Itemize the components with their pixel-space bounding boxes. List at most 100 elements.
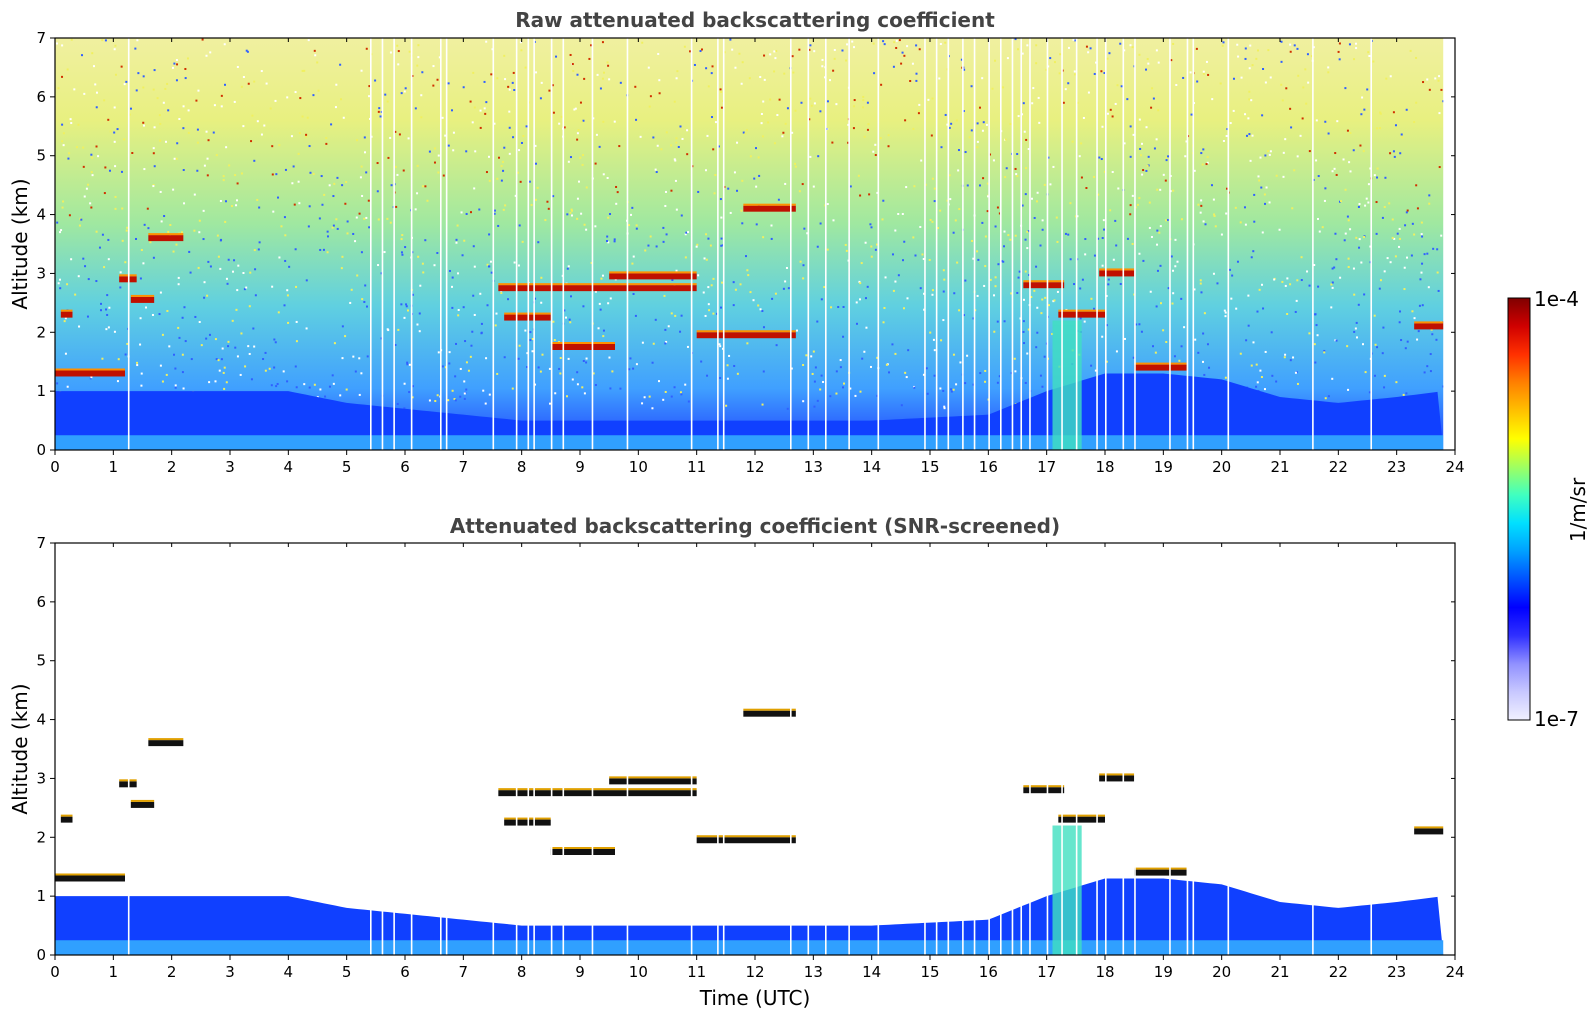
noise-pixel <box>184 340 187 343</box>
noise-pixel <box>240 85 243 88</box>
noise-pixel <box>1361 96 1364 99</box>
missing-data-line <box>550 543 553 955</box>
noise-pixel <box>437 171 440 174</box>
noise-pixel <box>479 292 482 295</box>
noise-pixel <box>864 241 867 244</box>
noise-pixel <box>578 180 581 183</box>
noise-pixel <box>1036 331 1039 334</box>
noise-pixel <box>729 211 732 214</box>
noise-pixel <box>972 317 975 320</box>
noise-pixel <box>1415 56 1418 59</box>
noise-pixel <box>1428 88 1431 91</box>
noise-pixel <box>895 46 898 49</box>
noise-pixel <box>1267 149 1270 152</box>
noise-pixel <box>1418 304 1421 307</box>
noise-pixel <box>880 83 883 86</box>
noise-pixel <box>1052 300 1055 303</box>
noise-pixel <box>1348 43 1351 46</box>
noise-pixel <box>1106 112 1109 115</box>
noise-pixel <box>576 73 579 76</box>
noise-pixel <box>346 232 349 235</box>
noise-pixel <box>457 309 460 312</box>
noise-pixel <box>472 294 475 297</box>
noise-pixel <box>697 274 700 277</box>
noise-pixel <box>1421 235 1424 238</box>
noise-pixel <box>870 226 873 229</box>
noise-pixel <box>583 77 586 80</box>
noise-pixel <box>1239 221 1242 224</box>
x-tick-label: 21 <box>1270 458 1289 476</box>
noise-pixel <box>1417 330 1420 333</box>
noise-pixel <box>920 159 923 162</box>
noise-pixel <box>386 100 389 103</box>
noise-pixel <box>997 263 1000 266</box>
noise-pixel <box>1403 266 1406 269</box>
noise-pixel <box>1138 53 1141 56</box>
noise-pixel <box>151 313 154 316</box>
noise-pixel <box>706 134 709 137</box>
noise-pixel <box>679 330 682 333</box>
noise-pixel <box>504 204 507 207</box>
noise-pixel <box>1146 164 1149 167</box>
noise-pixel <box>752 299 755 302</box>
noise-pixel <box>582 305 585 308</box>
noise-pixel <box>774 57 777 60</box>
noise-pixel <box>1052 165 1055 168</box>
noise-pixel <box>1084 253 1087 256</box>
noise-pixel <box>82 257 85 260</box>
noise-pixel <box>247 82 250 85</box>
noise-pixel <box>1406 209 1409 212</box>
noise-pixel <box>769 53 772 56</box>
noise-pixel <box>1349 228 1352 231</box>
noise-pixel <box>172 188 175 191</box>
noise-pixel <box>501 160 504 163</box>
noise-pixel <box>641 341 644 344</box>
noise-pixel <box>1009 238 1012 241</box>
x-tick-label: 18 <box>1095 458 1114 476</box>
noise-pixel <box>1346 215 1349 218</box>
noise-pixel <box>524 66 527 69</box>
noise-pixel <box>1251 134 1254 137</box>
noise-pixel <box>740 209 743 212</box>
noise-pixel <box>406 309 409 312</box>
noise-pixel <box>220 105 223 108</box>
noise-pixel <box>1347 388 1350 391</box>
noise-pixel <box>534 162 537 165</box>
x-tick-label: 1 <box>109 458 119 476</box>
noise-pixel <box>1132 133 1135 136</box>
noise-pixel <box>222 371 225 374</box>
noise-pixel <box>887 134 890 137</box>
noise-pixel <box>579 101 582 104</box>
noise-pixel <box>1202 332 1205 335</box>
missing-data-line <box>973 38 976 450</box>
missing-data-line <box>1029 543 1031 955</box>
no-data-region <box>1443 38 1455 450</box>
noise-pixel <box>1389 152 1392 155</box>
noise-pixel <box>1382 326 1385 329</box>
noise-pixel <box>1183 326 1186 329</box>
noise-pixel <box>635 363 638 366</box>
missing-data-line <box>1000 543 1002 955</box>
noise-pixel <box>994 225 997 228</box>
noise-pixel <box>305 327 308 330</box>
noise-pixel <box>808 118 811 121</box>
noise-pixel <box>1331 377 1334 380</box>
noise-pixel <box>286 294 289 297</box>
noise-pixel <box>917 112 920 115</box>
noise-pixel <box>356 139 359 142</box>
noise-pixel <box>1296 47 1299 50</box>
noise-pixel <box>1114 102 1117 105</box>
noise-pixel <box>1098 156 1101 159</box>
noise-pixel <box>143 168 146 171</box>
noise-pixel <box>1190 113 1193 116</box>
noise-pixel <box>1064 232 1067 235</box>
noise-pixel <box>232 270 235 273</box>
noise-pixel <box>1259 156 1262 159</box>
noise-pixel <box>1365 197 1368 200</box>
noise-pixel <box>655 245 658 248</box>
noise-pixel <box>345 388 348 391</box>
noise-pixel <box>581 154 584 157</box>
noise-pixel <box>571 378 574 381</box>
noise-pixel <box>441 365 444 368</box>
noise-pixel <box>1239 352 1242 355</box>
